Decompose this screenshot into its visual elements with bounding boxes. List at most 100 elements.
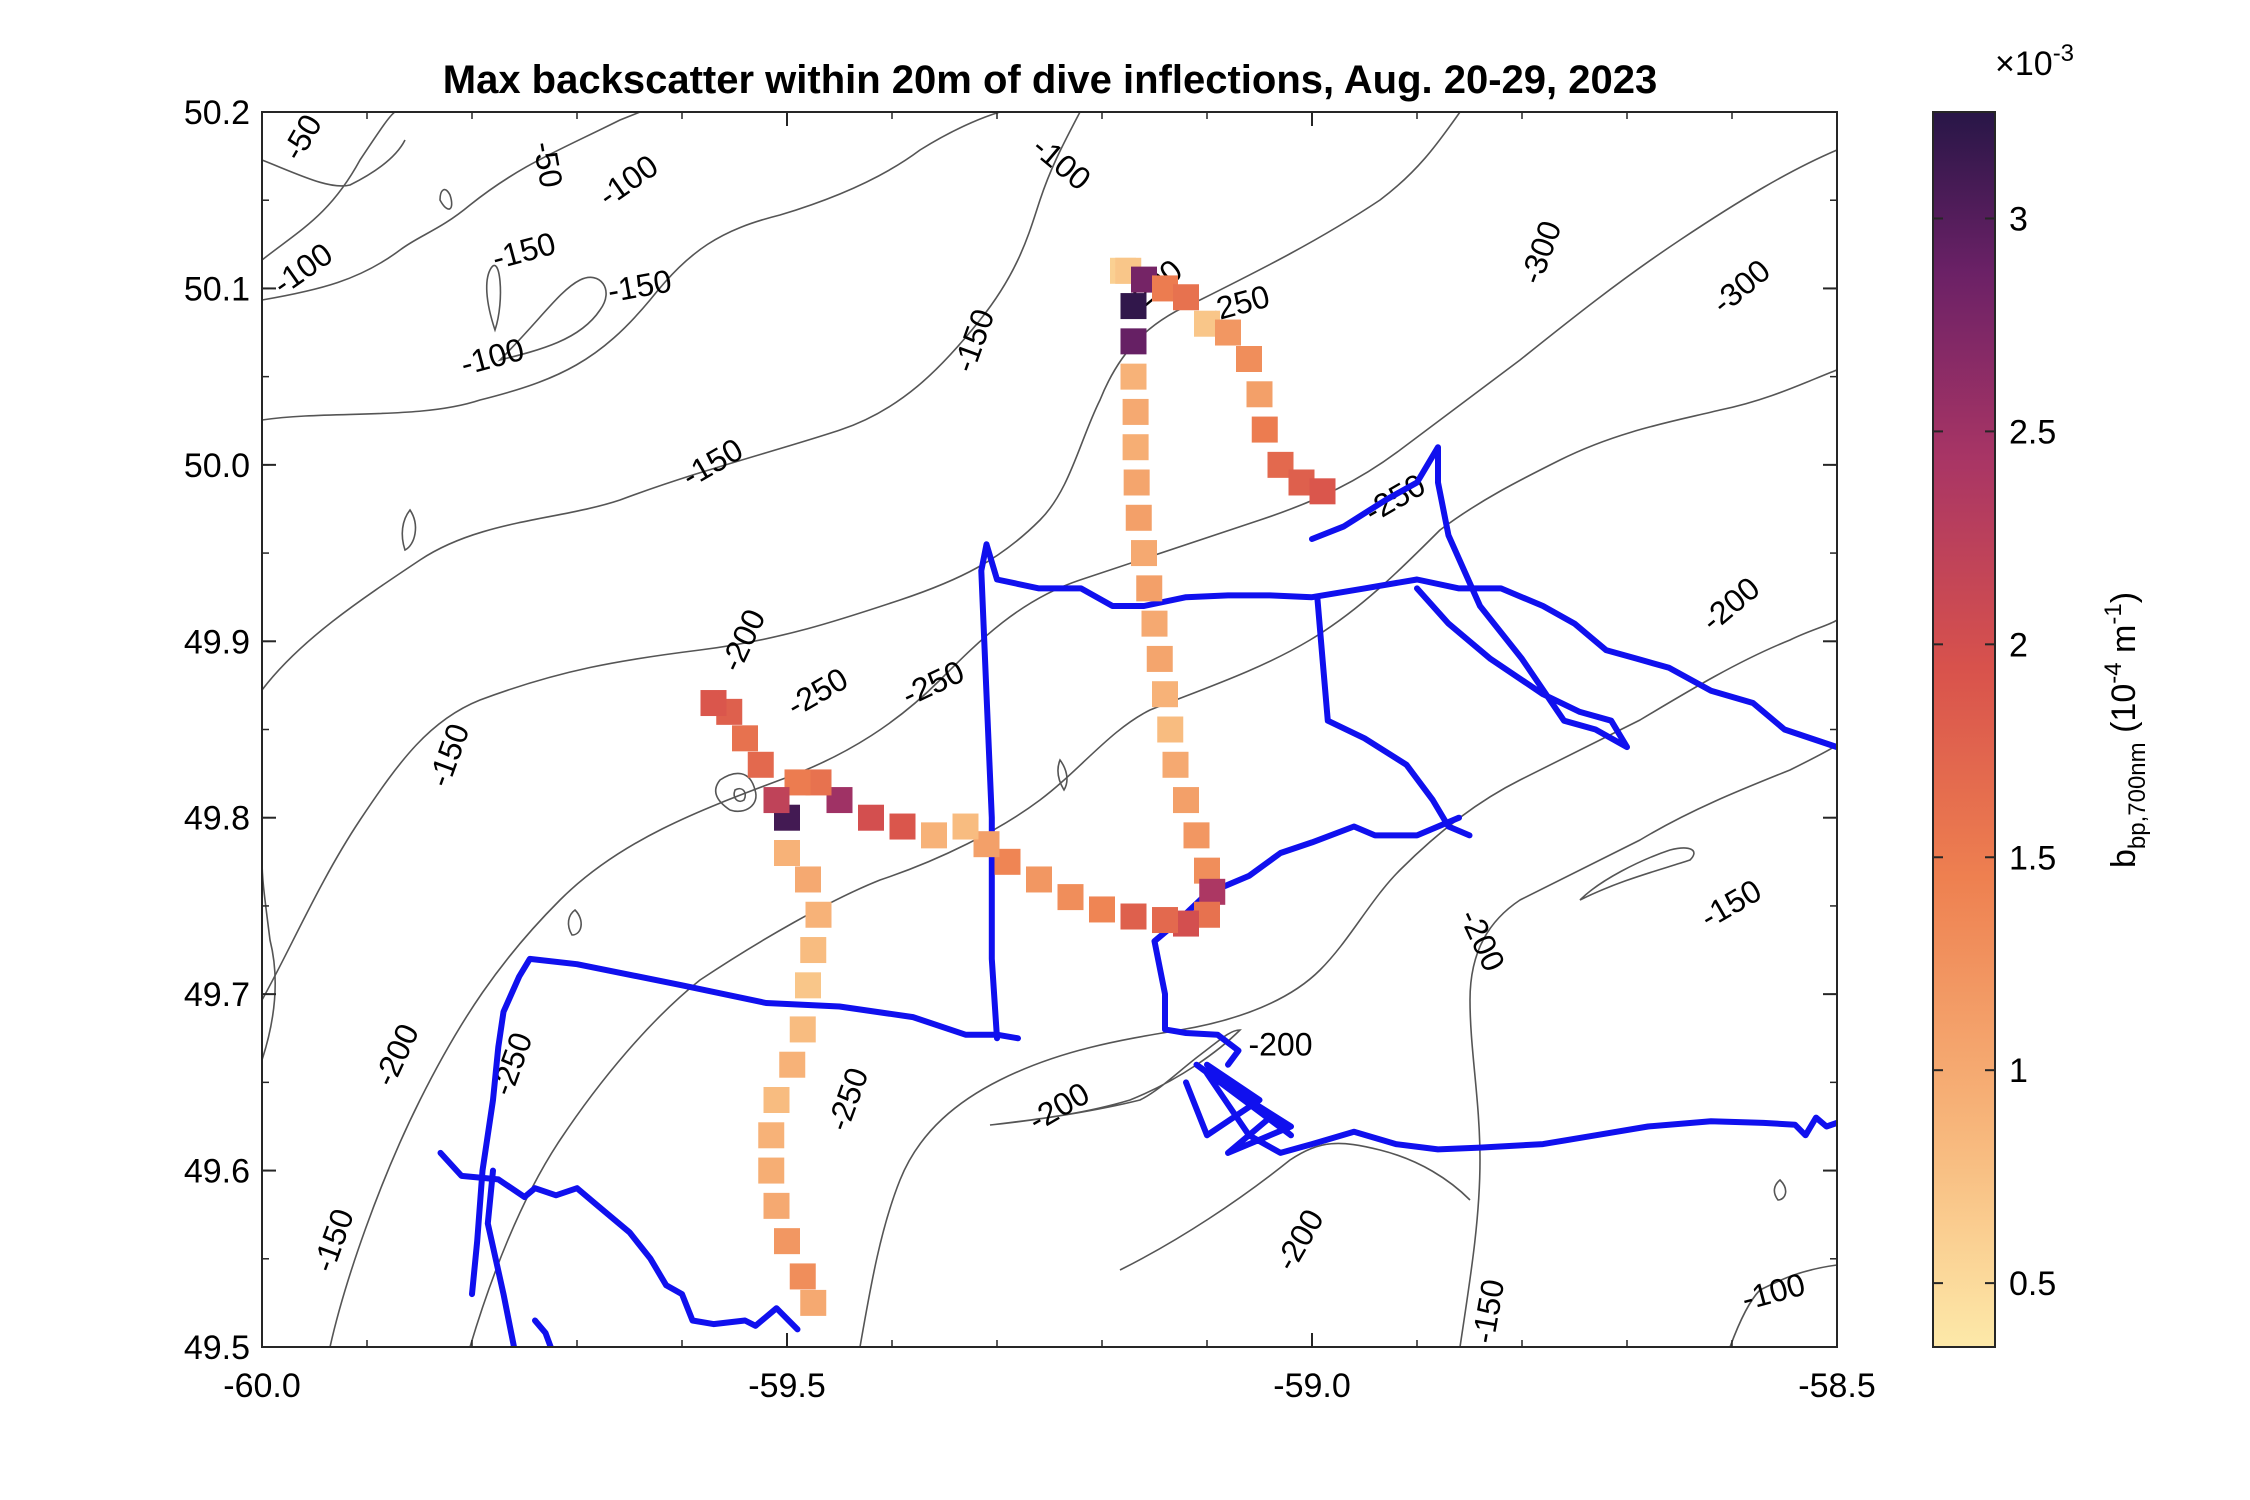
contour-line [485,264,502,333]
contour-line [567,908,582,936]
contour-label: -200 [1452,904,1512,977]
contour-line [1119,1142,1471,1271]
colorbar-multiplier: ×10-3 [1995,40,2074,83]
colorbar-label-exp2: -1 [2100,603,2127,624]
backscatter-point [1246,381,1273,408]
backscatter-point [1125,504,1152,531]
backscatter-point [1120,293,1147,320]
y-tick-label: 49.5 [184,1329,250,1367]
colorbar-tick-label: 2.5 [2009,413,2056,451]
contour-line [401,508,417,552]
y-tick-label: 50.2 [184,94,250,132]
backscatter-point [952,813,979,840]
x-tick-label: -59.5 [748,1367,826,1405]
glider-tracks [437,444,1837,1347]
contour-line [262,112,1001,421]
colorbar-multiplier-base: ×10 [1995,45,2053,83]
contour-label: -50 [275,108,329,166]
contour-label: -150 [1694,872,1767,935]
colorbar-gradient [1932,111,1996,1348]
contour-label: -200 [366,1018,426,1091]
backscatter-point [763,787,790,814]
contour-label: -100 [591,147,664,213]
y-tick-label: 50.1 [184,270,250,308]
contour-line [859,619,1837,1347]
track-segment [437,1149,801,1333]
backscatter-point [1122,398,1149,425]
contour-line [714,772,757,812]
track-segment [1183,1061,1837,1156]
contour-line [439,188,453,210]
backscatter-point [1120,328,1147,355]
backscatter-point [1173,787,1199,814]
backscatter-point [1199,878,1226,905]
backscatter-point [763,1192,790,1219]
track-segment [978,541,1837,1042]
contour-label: -150 [488,225,559,276]
backscatter-point [1183,822,1210,849]
bathymetry-contours [262,112,1837,1347]
track-segment [532,1317,554,1347]
contour-line [262,112,1081,691]
contour-label: -200 [713,604,773,677]
contour-line [329,149,1837,1347]
backscatter-point [1309,478,1336,505]
backscatter-point [700,690,727,717]
backscatter-point [921,822,947,849]
contour-label: -50 [526,139,569,191]
backscatter-point [795,866,821,893]
contour-label: -100 [1026,129,1098,198]
contour-label: -150 [675,431,748,494]
contour-line [262,139,406,187]
x-tick-label: -59.0 [1273,1367,1351,1405]
backscatter-point [1131,540,1157,567]
y-tick-label: 50.0 [184,447,250,485]
colorbar-label-mid: m [2105,625,2143,663]
backscatter-point [763,1087,790,1113]
x-tick-label: -58.5 [1798,1367,1876,1405]
colorbar-tick-label: 1 [2009,1052,2028,1090]
backscatter-point [789,1016,816,1043]
colorbar-multiplier-exp: -3 [2053,40,2074,67]
contour-label: -250 [780,660,853,723]
backscatter-point [1026,866,1052,893]
contour-line [1729,1264,1837,1347]
backscatter-point [805,901,832,928]
backscatter-point [1120,903,1147,930]
contour-line [989,1029,1242,1126]
backscatter-point [732,725,758,752]
colorbar-label-sub: bp,700nm [2124,742,2151,849]
y-tick-label: 49.6 [184,1153,250,1191]
contour-label: -250 [820,1063,876,1135]
track-segment [1309,444,1630,751]
colorbar-label-exp1: -4 [2100,662,2127,683]
backscatter-point [1173,284,1199,311]
y-tick-label: 49.8 [184,800,250,838]
backscatter-point [1120,363,1147,390]
backscatter-point [1146,645,1173,672]
backscatter-point [758,1157,785,1184]
contour-label: -200 [1248,1027,1312,1063]
backscatter-point [800,1289,827,1316]
y-axis: 49.5 49.6 49.7 49.8 49.9 50.0 50.1 50.2 [184,94,1837,1367]
backscatter-point [789,1263,816,1290]
backscatter-points [700,257,1336,1316]
contour-label: -200 [1268,1203,1331,1276]
colorbar-tick-label: 3 [2009,200,2028,238]
backscatter-point [1157,716,1184,743]
colorbar-label-prefix: (10 [2105,684,2143,743]
contour-line [733,787,747,803]
colorbar: 0.5 1 1.5 2 2.5 3 ×10-3 bbp,700nm (10-4 m-1) [1932,40,2151,1348]
contour-line [469,369,1837,1347]
backscatter-point [1122,434,1149,461]
contour-line [1579,847,1695,901]
contour-line [262,112,641,301]
contour-label: -100 [1738,1266,1809,1317]
colorbar-label: bbp,700nm (10-4 m-1) [2100,592,2151,868]
contour-line [262,112,396,261]
contour-label: -150 [1465,1277,1512,1346]
backscatter-point [758,1122,785,1149]
backscatter-point [800,937,827,964]
backscatter-point [1136,575,1163,602]
track-segment [469,955,1021,1298]
